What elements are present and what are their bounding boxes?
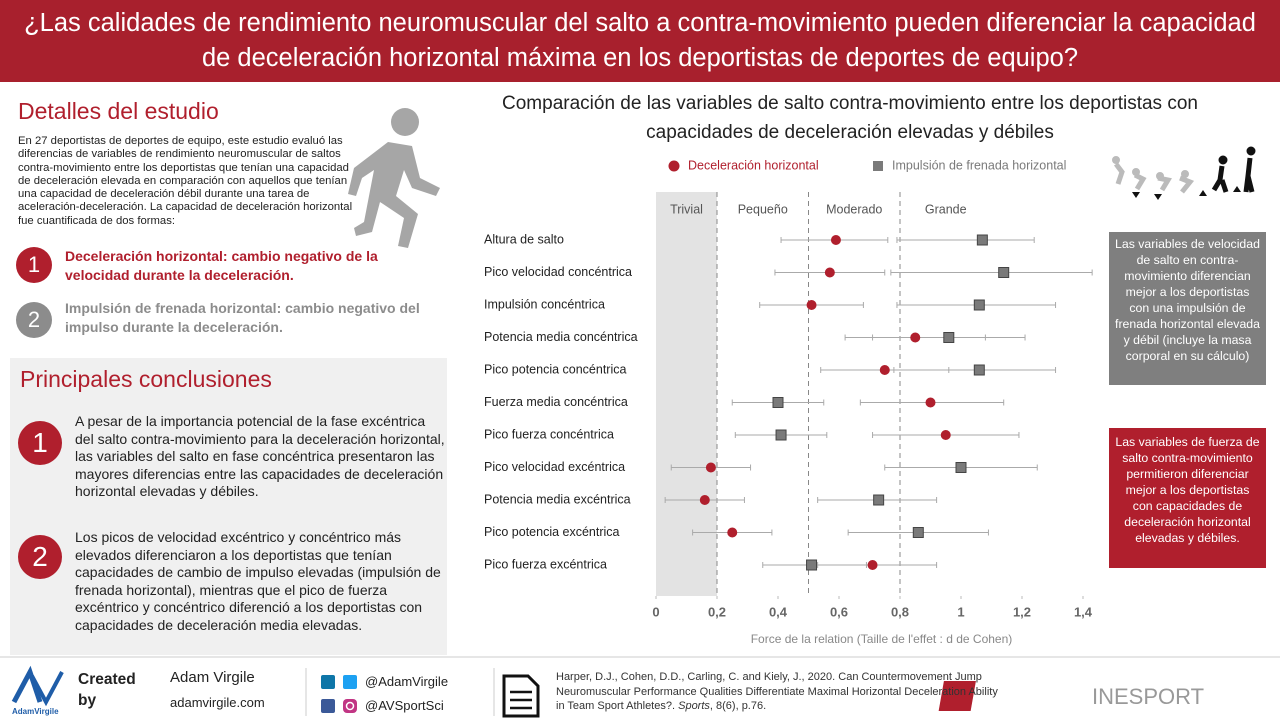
point <box>973 364 985 376</box>
x-tick-label: 0,2 <box>708 604 726 619</box>
av-logo: AdamVirgile <box>11 665 64 716</box>
category-label: Pico potencia excéntrica <box>484 525 620 539</box>
item-text: Deceleración horizontal: cambio negativo… <box>65 248 378 283</box>
citation: Harper, D.J., Cohen, D.D., Carling, C. a… <box>556 670 1006 714</box>
zone-label: Trivial <box>670 202 703 216</box>
jump-figures-icon <box>1112 156 1195 194</box>
point <box>998 267 1010 278</box>
category-label: Fuerza media concéntrica <box>484 395 628 409</box>
x-tick-label: 0,6 <box>830 604 848 619</box>
annotation: Las variables de fuerza de salto contra-… <box>1109 428 1266 568</box>
item-text: Impulsión de frenada horizontal: cambio … <box>65 300 420 335</box>
point <box>806 559 818 571</box>
point <box>806 300 817 310</box>
conclusion-text: Los picos de velocidad excéntrico y conc… <box>75 529 441 633</box>
item-number: 1 <box>18 421 62 465</box>
point <box>973 299 985 311</box>
document-icon <box>502 674 540 718</box>
point <box>727 527 738 538</box>
x-tick-label: 0,8 <box>891 604 909 619</box>
citation-text: , 8(6), p.76. <box>709 700 767 712</box>
legend-label: Impulsión de frenada horizontal <box>892 158 1066 172</box>
category-label: Pico velocidad concéntrica <box>484 265 632 279</box>
legend-label: Deceleración horizontal <box>688 158 819 172</box>
point <box>925 397 936 408</box>
zone-label: Pequeño <box>738 202 788 216</box>
brand-logo: K INESPORT <box>938 680 1204 711</box>
author-name: Adam Virgile <box>170 669 255 686</box>
citation-text: Harper, D.J., Cohen, D.D., Carling, C. a… <box>556 671 998 712</box>
footer-separators <box>0 656 1280 716</box>
category-label: Altura de salto <box>484 232 564 246</box>
category-label: Impulsión concéntrica <box>484 297 605 311</box>
category-label: Pico fuerza concéntrica <box>484 427 614 441</box>
point <box>867 560 878 570</box>
legend-marker <box>668 160 680 172</box>
point <box>976 234 988 246</box>
category-label: Potencia media excéntrica <box>484 492 631 506</box>
logo-text: AdamVirgile <box>12 707 59 716</box>
point <box>705 462 716 473</box>
category-label: Pico potencia concéntrica <box>484 362 626 376</box>
x-tick-label: 1,2 <box>1013 604 1031 619</box>
x-tick-label: 1 <box>957 604 964 619</box>
brand-initial: K <box>1068 680 1088 710</box>
point <box>699 495 710 505</box>
page-title: ¿Las calidades de rendimiento neuromuscu… <box>24 9 1256 72</box>
conclusions-title: Principales conclusiones <box>20 366 272 392</box>
conclusion-text: A pesar de la importancia potencial de l… <box>75 413 445 499</box>
point <box>940 430 951 440</box>
annotation: Las variables de velocidad de salto en c… <box>1109 232 1266 385</box>
brand-rest: INESPORT <box>1092 684 1204 709</box>
point <box>910 332 921 343</box>
chart-title: Comparación de las variables de salto co… <box>502 93 1198 143</box>
point <box>772 397 784 408</box>
zone-label: Grande <box>925 202 967 216</box>
twitter-handle[interactable]: @AdamVirgile <box>365 674 449 689</box>
point <box>830 235 841 245</box>
point <box>775 429 787 441</box>
x-axis-title: Force de la relation (Taille de l'effet … <box>751 632 1013 646</box>
zone-label: Moderado <box>826 202 882 216</box>
item-number: 1 <box>16 247 52 283</box>
conclusions-panel: Principales conclusiones 1 A pesar de la… <box>10 358 447 655</box>
legend-marker <box>873 161 883 171</box>
instagram-handle[interactable]: @AVSportSci <box>365 698 444 713</box>
point <box>943 332 955 343</box>
jump-figures-dark <box>1132 146 1256 200</box>
category-label: Pico velocidad excéntrica <box>484 460 625 474</box>
item-number: 2 <box>18 535 62 579</box>
details-title: Detalles del estudio <box>18 98 219 124</box>
point <box>824 267 835 278</box>
x-tick-label: 0,4 <box>769 604 788 619</box>
website[interactable]: adamvirgile.com <box>170 695 265 710</box>
category-label: Potencia media concéntrica <box>484 330 638 344</box>
header: ¿Las calidades de rendimiento neuromuscu… <box>0 0 1280 82</box>
details-text: En 27 deportistas de deportes de equipo,… <box>18 135 353 227</box>
point <box>879 365 890 375</box>
point <box>873 494 885 506</box>
category-label: Pico fuerza excéntrica <box>484 557 607 571</box>
runner-icon <box>348 108 440 248</box>
point <box>912 527 924 538</box>
point <box>955 462 967 473</box>
x-tick-label: 0 <box>652 604 659 619</box>
social-icons <box>321 675 357 713</box>
citation-journal: Sports <box>678 700 710 712</box>
trivial-zone <box>656 192 717 596</box>
created-by: Created by <box>78 671 136 709</box>
item-number: 2 <box>16 302 52 338</box>
x-tick-label: 1,4 <box>1074 604 1093 619</box>
